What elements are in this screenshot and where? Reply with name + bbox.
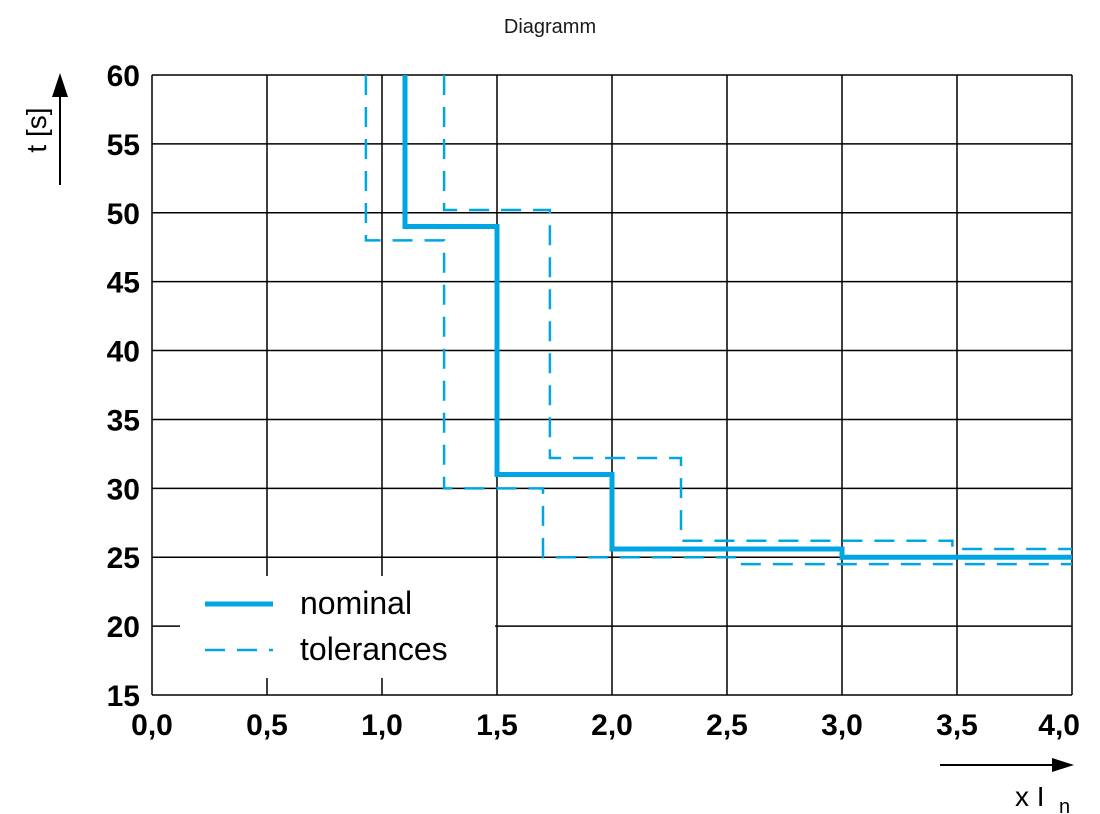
y-axis-label-group: t [s] [21, 73, 68, 185]
x-tick-label: 0,5 [246, 709, 288, 742]
x-axis-label: x I [1015, 781, 1045, 812]
series-lines [364, 75, 1072, 566]
series-line-tolerance [442, 75, 1072, 551]
y-tick-label: 30 [107, 473, 140, 506]
x-tick-label: 1,5 [476, 709, 518, 742]
y-tick-label: 60 [107, 60, 140, 93]
y-tick-label: 50 [107, 198, 140, 231]
x-tick-label: 2,0 [591, 709, 633, 742]
legend-label-tolerances: tolerances [300, 631, 448, 667]
chart-title: Diagramm [503, 16, 597, 38]
x-tick-label: 3,5 [936, 709, 978, 742]
y-axis-label: t [s] [21, 107, 52, 152]
x-axis-label-subscript: n [1059, 796, 1070, 814]
legend: nominal tolerances [180, 576, 495, 678]
y-tick-label: 40 [107, 336, 140, 369]
y-tick-label: 20 [107, 611, 140, 644]
x-tick-label: 0,0 [131, 709, 173, 742]
y-tick-labels: 15 20 25 30 35 40 45 50 55 60 [107, 60, 140, 713]
series-line-tolerance [364, 75, 1072, 566]
x-tick-label: 1,0 [361, 709, 403, 742]
x-tick-label: 2,5 [706, 709, 748, 742]
x-tick-labels: 0,0 0,5 1,0 1,5 2,0 2,5 3,0 3,5 4,0 [131, 709, 1080, 742]
y-tick-label: 35 [107, 404, 140, 437]
series-line-nominal [402, 75, 1072, 560]
x-tick-label: 4,0 [1038, 709, 1080, 742]
x-axis-arrow-head [1052, 758, 1074, 772]
y-tick-label: 25 [107, 542, 140, 575]
x-tick-label: 3,0 [821, 709, 863, 742]
legend-label-nominal: nominal [300, 585, 412, 621]
y-tick-label: 55 [107, 129, 140, 162]
y-tick-label: 45 [107, 267, 140, 300]
legend-background [180, 576, 495, 678]
x-axis-label-group: x I n [940, 758, 1074, 814]
y-axis-arrow-head [52, 73, 68, 97]
y-tick-label: 15 [107, 680, 140, 713]
